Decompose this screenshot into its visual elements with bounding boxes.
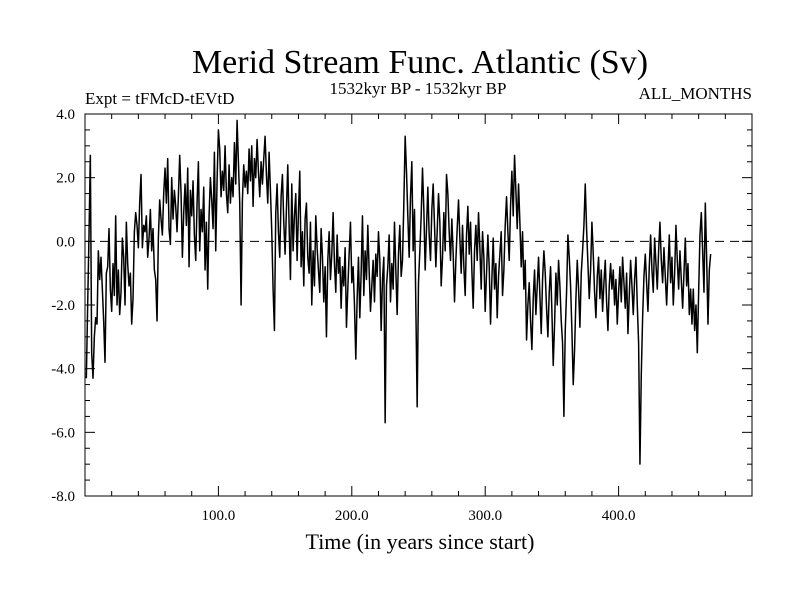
x-tick-label: 300.0 xyxy=(468,508,502,524)
y-tick-label: -4.0 xyxy=(51,362,75,378)
x-tick-label: 100.0 xyxy=(202,508,236,524)
y-tick-label: 2.0 xyxy=(56,171,75,187)
months-label: ALL_MONTHS xyxy=(639,84,752,103)
y-tick-label: -2.0 xyxy=(51,298,75,314)
y-tick-label: 4.0 xyxy=(56,107,75,123)
x-tick-label: 200.0 xyxy=(335,508,369,524)
x-tick-label: 400.0 xyxy=(602,508,636,524)
y-tick-label: 0.0 xyxy=(56,234,75,250)
y-tick-label: -6.0 xyxy=(51,425,75,441)
y-tick-label: -8.0 xyxy=(51,489,75,505)
x-axis-label: Time (in years since start) xyxy=(306,529,535,554)
series-line-0 xyxy=(85,119,712,465)
time-range-label: 1532kyr BP - 1532kyr BP xyxy=(330,79,507,98)
experiment-label: Expt = tFMcD-tEVtD xyxy=(85,89,234,108)
chart-title: Merid Stream Func. Atlantic (Sv) xyxy=(192,44,648,81)
